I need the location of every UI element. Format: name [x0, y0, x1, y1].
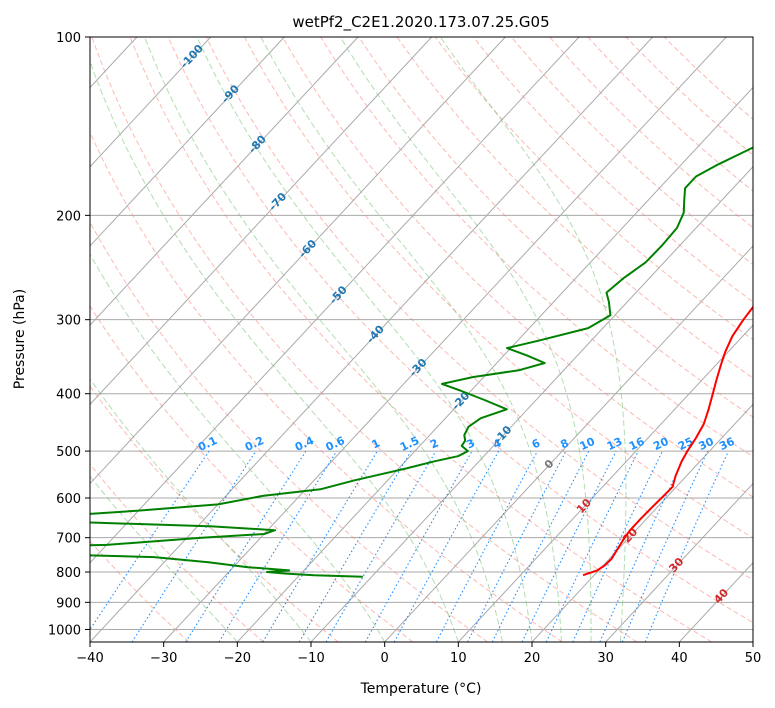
mixing-ratio-label: 25 [676, 435, 695, 453]
mixing-ratio-line [572, 450, 663, 642]
mixing-ratio-label: 20 [651, 435, 671, 453]
mixing-ratio-line [621, 450, 709, 642]
mixing-ratio-line [644, 450, 729, 642]
isotherm-line [531, 403, 753, 642]
mixing-ratio-lines [90, 450, 729, 642]
moist-adiabat [144, 37, 503, 642]
moist-adiabat [260, 37, 562, 642]
dry-adiabat [90, 305, 414, 642]
mixing-ratio-label: 30 [697, 435, 717, 453]
mixing-ratio-line [364, 450, 473, 642]
moist-adiabat [439, 37, 627, 642]
y-tick-label: 300 [56, 314, 81, 329]
mixing-ratio-line [545, 450, 639, 642]
x-tick-label: −10 [297, 651, 324, 666]
mixing-ratio-line [599, 450, 688, 642]
moist-adiabat [339, 37, 592, 642]
moist-adiabat [90, 253, 386, 642]
y-tick-label: 1000 [48, 623, 81, 638]
y-axis-label: Pressure (hPa) [12, 289, 28, 389]
mixing-ratio-line [521, 450, 617, 642]
x-tick-label: 0 [381, 651, 389, 666]
isotherm-line [90, 37, 285, 247]
isotherm-line [90, 37, 654, 642]
y-tick-label: 600 [56, 492, 81, 507]
x-tick-label: −20 [224, 651, 251, 666]
isotherm-line [90, 37, 359, 326]
dry-adiabat [167, 37, 753, 624]
mixing-ratio-line [262, 450, 378, 642]
mixing-ratio-line [325, 450, 437, 642]
x-tick-label: −30 [150, 651, 177, 666]
plot-frame [89, 36, 754, 643]
x-tick-label: 20 [524, 651, 541, 666]
isotherm-line [236, 86, 753, 642]
x-axis-label: Temperature (°C) [360, 681, 482, 697]
y-axis: 100 200 300 400 500 600 700 800 900 1000 [48, 31, 90, 638]
y-tick-label: 900 [56, 596, 81, 611]
isotherm-line [384, 245, 753, 642]
mixing-ratio-label: 10 [578, 435, 598, 453]
chart-title: wetPf2_C2E1.2020.173.07.25.G05 [292, 13, 549, 32]
skewed-isotherms [90, 37, 753, 642]
isotherm-line [605, 482, 753, 642]
dry-adiabat [473, 37, 753, 303]
mixing-ratio-label: 13 [605, 435, 624, 453]
isotherm-line [90, 37, 212, 168]
y-tick-label: 700 [56, 532, 81, 547]
mixing-ratio-line [218, 450, 338, 642]
moist-adiabat [196, 37, 533, 642]
temperature-profile [582, 305, 753, 577]
y-tick-label: 800 [56, 566, 81, 581]
x-tick-label: −40 [76, 651, 103, 666]
x-tick-label: 50 [745, 651, 762, 666]
y-tick-label: 500 [56, 445, 81, 460]
y-tick-label: 100 [56, 31, 81, 46]
mixing-ratio-line [393, 450, 500, 642]
dry-adiabat [90, 385, 339, 642]
mixing-ratio-line [298, 450, 412, 642]
x-tick-label: 30 [597, 651, 614, 666]
dry-adiabat [129, 37, 712, 642]
x-tick-label: 40 [671, 651, 688, 666]
dry-adiabat [549, 37, 753, 229]
dry-adiabat [90, 131, 563, 642]
mixing-ratio-line [185, 450, 307, 642]
isotherm-line [90, 37, 580, 564]
dry-adiabat [625, 37, 753, 156]
isotherm-line [163, 37, 727, 642]
isotherm-line [90, 37, 433, 406]
dry-adiabat [396, 37, 753, 379]
x-axis: −40 −30 −20 −10 0 10 20 30 40 50 [76, 642, 761, 666]
isotherm-line [457, 324, 753, 642]
mixing-ratio-label: 36 [717, 435, 737, 453]
dewpoint-profile [90, 146, 753, 578]
moist-adiabat [90, 475, 238, 642]
dry-adiabat [358, 37, 753, 418]
isotherm-line [90, 37, 506, 485]
isotherm-line [310, 165, 753, 642]
sounding-series [90, 146, 753, 578]
moist-adiabat [90, 59, 459, 642]
y-tick-label: 200 [56, 209, 81, 224]
x-tick-label: 10 [450, 651, 467, 666]
y-tick-label: 400 [56, 388, 81, 403]
mixing-ratio-label: 16 [627, 435, 647, 453]
dry-adiabat [91, 37, 638, 642]
